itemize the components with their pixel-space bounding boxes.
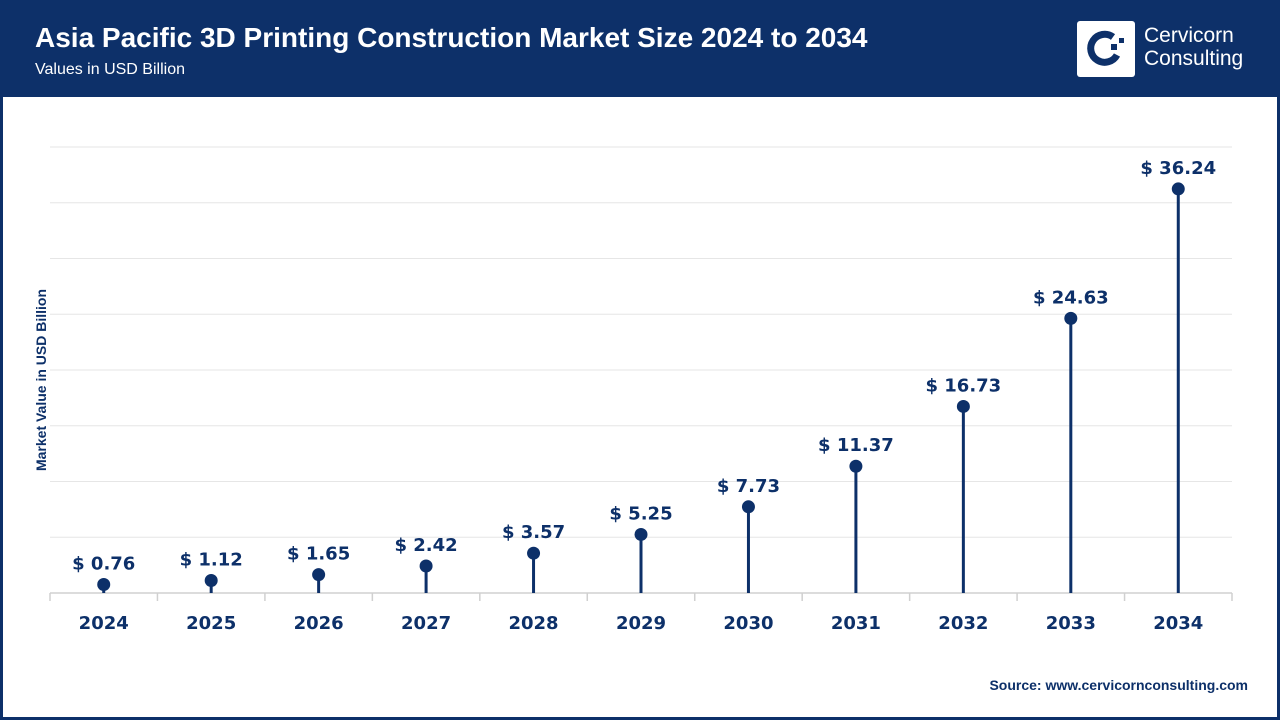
data-label: $ 5.25 xyxy=(609,503,672,524)
chart-title: Asia Pacific 3D Printing Construction Ma… xyxy=(35,22,868,53)
data-label: $ 16.73 xyxy=(925,375,1001,396)
chart-subtitle: Values in USD Billion xyxy=(35,61,185,78)
lollipop-point xyxy=(741,500,755,514)
data-label: $ 36.24 xyxy=(1140,158,1216,179)
data-label: $ 1.12 xyxy=(180,550,243,571)
lollipop-point xyxy=(1064,311,1078,325)
x-tick-label: 2032 xyxy=(938,613,988,634)
data-label: $ 11.37 xyxy=(818,435,894,456)
lollipop-point xyxy=(634,527,648,541)
x-tick-label: 2029 xyxy=(616,613,666,634)
data-label: $ 3.57 xyxy=(502,522,565,543)
logo-text: Cervicorn Consulting xyxy=(1144,24,1243,70)
data-label: $ 24.63 xyxy=(1033,287,1109,308)
lollipop-point xyxy=(312,568,326,582)
header-bar: Asia Pacific 3D Printing Construction Ma… xyxy=(0,0,1280,97)
x-tick-label: 2030 xyxy=(723,613,773,634)
lollipop-point xyxy=(97,578,111,592)
x-tick-label: 2034 xyxy=(1153,613,1203,634)
data-label: $ 7.73 xyxy=(717,476,780,497)
lollipop-point xyxy=(849,459,863,473)
data-label: $ 0.76 xyxy=(72,554,135,575)
logo-line1: Cervicorn xyxy=(1144,24,1234,47)
x-tick-label: 2028 xyxy=(508,613,558,634)
cervicorn-logo-icon xyxy=(1077,21,1135,77)
lollipop-point xyxy=(527,546,541,560)
x-tick-label: 2026 xyxy=(294,613,344,634)
logo-line2: Consulting xyxy=(1144,47,1244,70)
x-tick-label: 2027 xyxy=(401,613,451,634)
lollipop-point xyxy=(956,399,970,413)
x-tick-label: 2031 xyxy=(831,613,881,634)
lollipop-point xyxy=(1171,182,1185,196)
x-tick-label: 2025 xyxy=(186,613,236,634)
source-note: Source: www.cervicornconsulting.com xyxy=(989,677,1248,693)
data-label: $ 1.65 xyxy=(287,544,350,565)
x-tick-label: 2033 xyxy=(1046,613,1096,634)
lollipop-point xyxy=(419,559,433,573)
y-axis-label: Market Value in USD Billion xyxy=(33,288,49,472)
data-label: $ 2.42 xyxy=(394,535,457,556)
lollipop-point xyxy=(204,574,218,588)
x-tick-label: 2024 xyxy=(79,613,129,634)
